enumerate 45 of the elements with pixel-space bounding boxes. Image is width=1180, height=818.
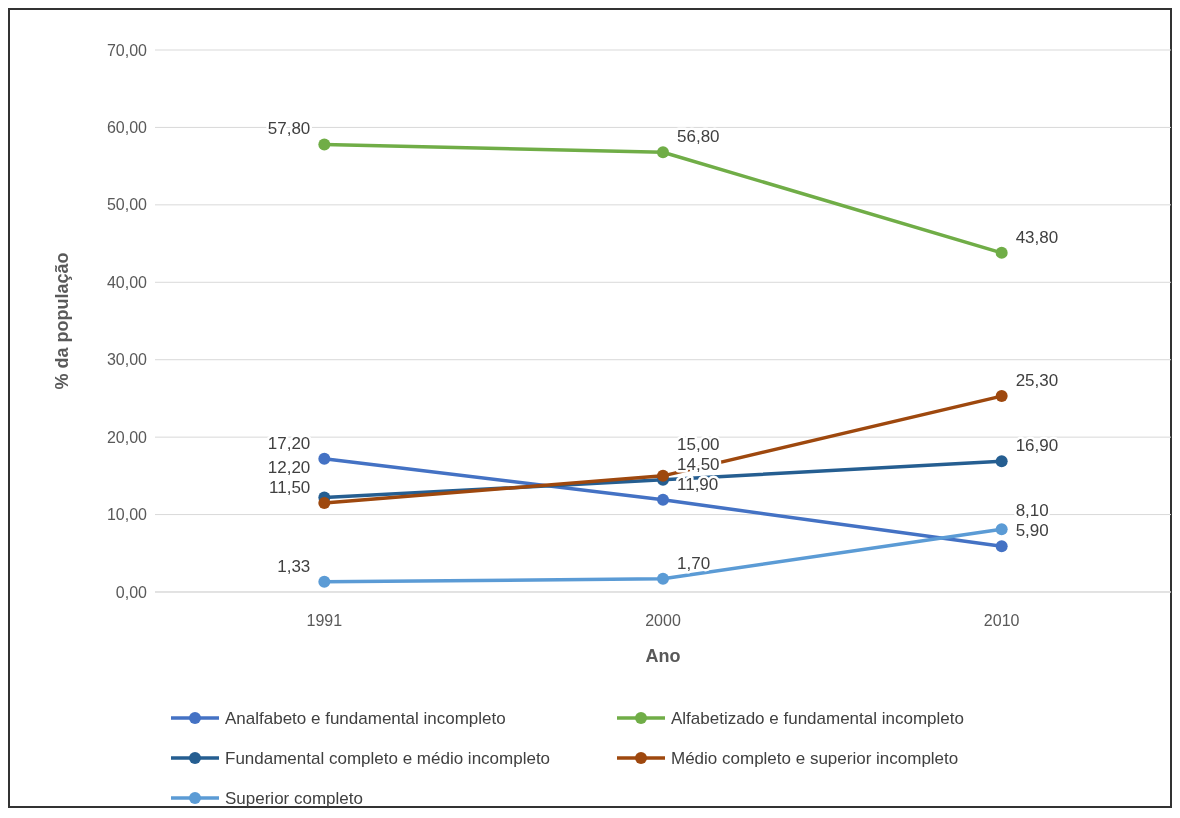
point [318,575,331,588]
x-axis-title: Ano [645,646,681,666]
data-label: 1,33 [277,556,311,576]
legend-label: Superior completo [225,788,363,808]
data-label: 5,90 [1015,521,1049,541]
legend-label: Médio completo e superior incompleto [671,748,959,768]
y-tick-label: 60,00 [106,119,148,137]
data-label: 11,90 [677,474,719,494]
data-label: 17,20 [267,433,311,453]
data-label: 8,10 [1015,501,1049,521]
point [995,523,1008,536]
y-tick-label: 20,00 [106,428,148,446]
data-label: 1,70 [677,553,711,573]
data-label: 56,80 [677,127,720,147]
x-tick-label: 2010 [983,612,1020,629]
point [995,540,1008,553]
data-label: 16,90 [1015,436,1059,456]
legend-label: Fundamental completo e médio incompleto [225,748,551,768]
y-tick-label: 40,00 [106,273,148,291]
data-label: 43,80 [1015,227,1059,247]
point [318,496,331,509]
data-label: 25,30 [1015,371,1059,391]
point [318,452,331,465]
point [995,390,1008,403]
y-tick-label: 50,00 [106,196,148,214]
legend-label: Analfabeto e fundamental incompleto [225,708,506,728]
data-label: 15,00 [677,434,720,454]
data-label: 12,20 [267,457,311,477]
point [657,493,669,506]
y-tick-label: 70,00 [106,41,148,59]
y-tick-label: 0,00 [115,583,148,601]
data-label: 11,50 [269,477,311,497]
x-tick-label: 2000 [645,612,681,629]
y-tick-label: 10,00 [106,506,148,524]
data-label: 57,80 [267,119,311,139]
point [657,469,669,482]
y-tick-label: 30,00 [106,351,148,369]
point [995,246,1008,259]
point [318,138,331,151]
legend-label: Alfabetizado e fundamental incompleto [671,708,964,728]
point [657,146,669,159]
point [995,455,1008,468]
y-axis-title: % da população [52,252,72,390]
point [657,572,669,585]
x-tick-label: 1991 [306,612,343,629]
